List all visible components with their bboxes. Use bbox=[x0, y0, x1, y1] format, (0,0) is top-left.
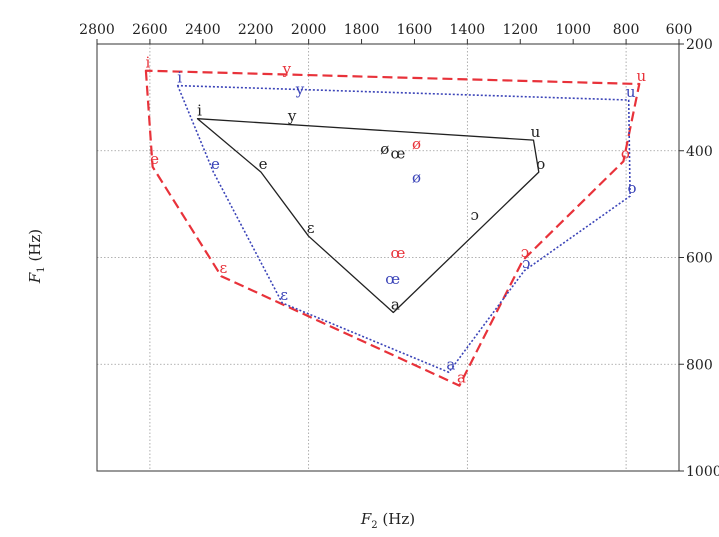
vowel-polygon-3 bbox=[196, 118, 540, 314]
grid-lines bbox=[97, 44, 679, 471]
x-axis-label: F2 (Hz) bbox=[360, 510, 415, 531]
vowel-point-label: o bbox=[621, 144, 630, 162]
vowel-extra-label: œ bbox=[391, 244, 406, 262]
vowel-point-label: a bbox=[391, 295, 400, 313]
vowel-polygons bbox=[144, 69, 641, 387]
vowel-point-label: u bbox=[636, 67, 646, 85]
vowel-extra-label: ø bbox=[412, 135, 421, 153]
vowel-point-label: e bbox=[211, 155, 220, 173]
vowel-polygon-2 bbox=[176, 84, 631, 374]
vowel-point-label: a bbox=[446, 355, 455, 373]
x-tick-label: 1800 bbox=[344, 22, 380, 38]
vowel-extra-label: y bbox=[295, 80, 305, 98]
vowel-point-label: ɛ bbox=[280, 286, 288, 304]
vowel-point-label: ɔ bbox=[522, 254, 530, 272]
x-tick-label: 2400 bbox=[185, 22, 221, 38]
vowel-point-label: i bbox=[146, 54, 151, 72]
y-tick-label: 1000 bbox=[686, 464, 719, 480]
vowel-extra-label: ø bbox=[412, 168, 421, 186]
vowel-point-label: u bbox=[531, 123, 541, 141]
y-tick-label: 800 bbox=[686, 357, 713, 373]
vowel-point-label: ɔ bbox=[521, 243, 529, 261]
y-axis-label: F1 (Hz) bbox=[26, 229, 47, 284]
y-axis-label-sub: 1 bbox=[36, 266, 47, 272]
vowel-point-label: u bbox=[626, 83, 636, 101]
y-axis-label-main: F bbox=[26, 272, 44, 284]
x-tick-label: 1200 bbox=[502, 22, 538, 38]
x-tick-label: 1400 bbox=[450, 22, 486, 38]
axis-ticks: 2800 2600 2400 2200 2000 1800 1600 1400 1200 1000… bbox=[79, 22, 719, 480]
y-tick-label: 200 bbox=[686, 37, 713, 53]
vowel-extra-label: ø bbox=[380, 140, 389, 158]
vowel-point-label: o bbox=[628, 179, 637, 197]
vowel-point-label: e bbox=[259, 155, 268, 173]
vowel-extra-label: œ bbox=[385, 270, 400, 288]
vowel-extra-label: ɔ bbox=[470, 206, 478, 224]
x-tick-label: 800 bbox=[613, 22, 640, 38]
x-tick-label: 600 bbox=[666, 22, 693, 38]
vowel-point-label: a bbox=[457, 369, 466, 387]
y-axis-label-unit: (Hz) bbox=[26, 229, 44, 266]
x-tick-label: 2200 bbox=[238, 22, 274, 38]
x-axis-label-sub: 2 bbox=[371, 520, 377, 531]
vowel-extra-label: œ bbox=[391, 144, 406, 162]
vowel-point-label: o bbox=[536, 155, 545, 173]
y-tick-label: 400 bbox=[686, 144, 713, 160]
y-tick-label: 600 bbox=[686, 251, 713, 267]
vowel-point-label: i bbox=[177, 69, 182, 87]
x-tick-label: 2600 bbox=[132, 22, 168, 38]
x-tick-label: 1600 bbox=[397, 22, 433, 38]
vowel-point-label: ɛ bbox=[219, 259, 227, 277]
x-tick-label: 1000 bbox=[555, 22, 591, 38]
vowel-extra-label: y bbox=[282, 60, 292, 78]
x-tick-label: 2000 bbox=[291, 22, 327, 38]
x-axis-label-main: F bbox=[360, 510, 372, 528]
vowel-polygon-1 bbox=[144, 69, 641, 387]
vowel-extra-label: y bbox=[287, 107, 297, 125]
vowel-point-label: i bbox=[197, 102, 202, 120]
vowel-point-label: ɛ bbox=[307, 219, 315, 237]
x-tick-label: 2800 bbox=[79, 22, 115, 38]
vowel-point-label: e bbox=[150, 150, 159, 168]
x-axis-label-unit: (Hz) bbox=[378, 510, 415, 528]
